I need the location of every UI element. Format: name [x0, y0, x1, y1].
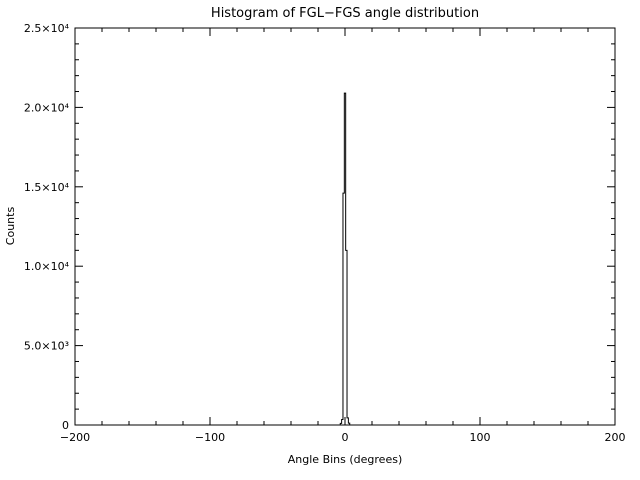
y-tick-label: 2.0×10⁴ — [24, 101, 70, 114]
y-tick-label: 5.0×10³ — [24, 340, 69, 353]
histogram-series — [339, 92, 351, 425]
x-axis-label: Angle Bins (degrees) — [288, 453, 402, 466]
histogram-step-path — [339, 92, 351, 425]
y-tick-label: 2.5×10⁴ — [24, 22, 70, 35]
x-tick-label: 0 — [342, 431, 349, 444]
x-tick-label: −200 — [60, 431, 90, 444]
y-tick-label: 0 — [62, 419, 69, 432]
y-axis-label: Counts — [4, 207, 17, 246]
plot-area-border — [74, 27, 616, 426]
x-tick-label: 200 — [605, 431, 626, 444]
x-tick-label: 100 — [470, 431, 491, 444]
y-tick-label: 1.5×10⁴ — [24, 181, 70, 194]
y-tick-label: 1.0×10⁴ — [24, 260, 70, 273]
axis-ticks: −200 −100 0 100 200 0 5.0×10³ 1.0×10⁴ 1.5×10⁴ 2.0… — [24, 22, 626, 444]
chart-title: Histogram of FGL−FGS angle distribution — [211, 6, 479, 21]
x-tick-label: −100 — [195, 431, 225, 444]
